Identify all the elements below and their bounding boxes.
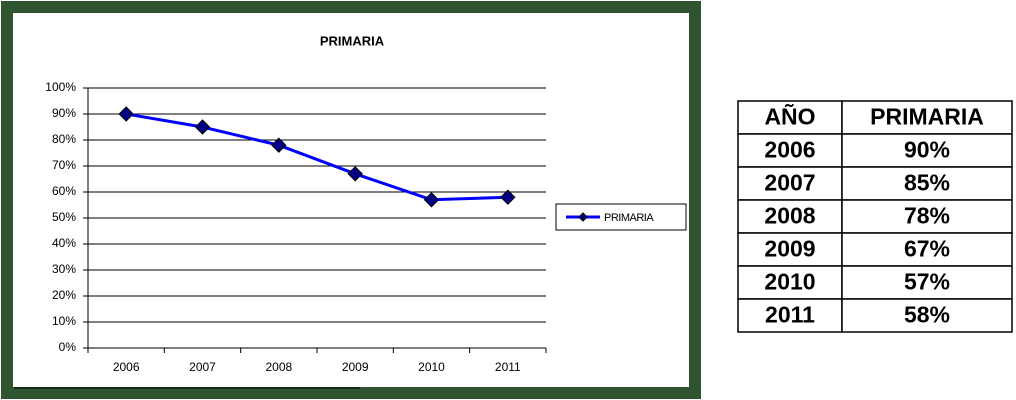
table-cell bbox=[841, 265, 1013, 300]
table-cell-text: 2007 bbox=[764, 170, 815, 196]
table-cell-text: 2006 bbox=[764, 137, 815, 163]
table-cell-text: 67% bbox=[904, 236, 950, 262]
marker bbox=[423, 192, 440, 208]
y-tick-label: 50% bbox=[52, 210, 76, 224]
marker bbox=[194, 119, 211, 135]
table-cell-text: 57% bbox=[904, 269, 950, 295]
legend-label: PRIMARIA bbox=[604, 212, 654, 224]
x-tick-label: 2010 bbox=[418, 360, 445, 374]
marker bbox=[500, 189, 516, 205]
table-header: PRIMARIA bbox=[870, 104, 984, 130]
chart-title: PRIMARIA bbox=[320, 33, 385, 48]
x-tick-label: 2007 bbox=[189, 360, 216, 374]
table-cell bbox=[841, 232, 1013, 267]
table-cell bbox=[737, 199, 843, 234]
table-cell-text: 2009 bbox=[764, 236, 815, 262]
table-cell-text: 58% bbox=[904, 302, 950, 328]
table-cell-text: 85% bbox=[904, 170, 950, 196]
marker bbox=[118, 106, 134, 122]
marker bbox=[271, 137, 287, 153]
y-tick-label: 100% bbox=[45, 80, 76, 94]
table-header: AÑO bbox=[764, 103, 815, 130]
y-tick-label: 40% bbox=[52, 236, 76, 250]
x-tick-label: 2006 bbox=[113, 360, 140, 374]
table-cell-text: 90% bbox=[904, 137, 950, 163]
marker bbox=[347, 166, 363, 182]
table-cell bbox=[841, 100, 1013, 135]
legend-marker bbox=[578, 212, 588, 222]
table-cell bbox=[841, 298, 1013, 333]
table-cell bbox=[841, 166, 1013, 201]
x-tick-label: 2009 bbox=[342, 360, 369, 374]
series-line bbox=[125, 112, 508, 202]
y-tick-label: 30% bbox=[52, 262, 76, 276]
chart-frame bbox=[1, 1, 701, 399]
y-tick-label: 70% bbox=[52, 158, 76, 172]
table-cell-text: 2008 bbox=[764, 203, 815, 229]
y-tick-label: 20% bbox=[52, 288, 76, 302]
x-tick-label: 2011 bbox=[495, 360, 521, 374]
table-cell bbox=[841, 199, 1013, 234]
y-tick-label: 80% bbox=[52, 132, 76, 146]
table-cell-text: 2010 bbox=[764, 269, 815, 295]
y-tick-label: 10% bbox=[52, 314, 76, 328]
y-tick-label: 60% bbox=[52, 184, 76, 198]
y-tick-label: 90% bbox=[52, 106, 76, 120]
x-tick-label: 2008 bbox=[265, 360, 292, 374]
table-cell-text: 2011 bbox=[765, 302, 815, 328]
table-cell-text: 78% bbox=[904, 203, 950, 229]
y-tick-label: 0% bbox=[59, 340, 77, 354]
